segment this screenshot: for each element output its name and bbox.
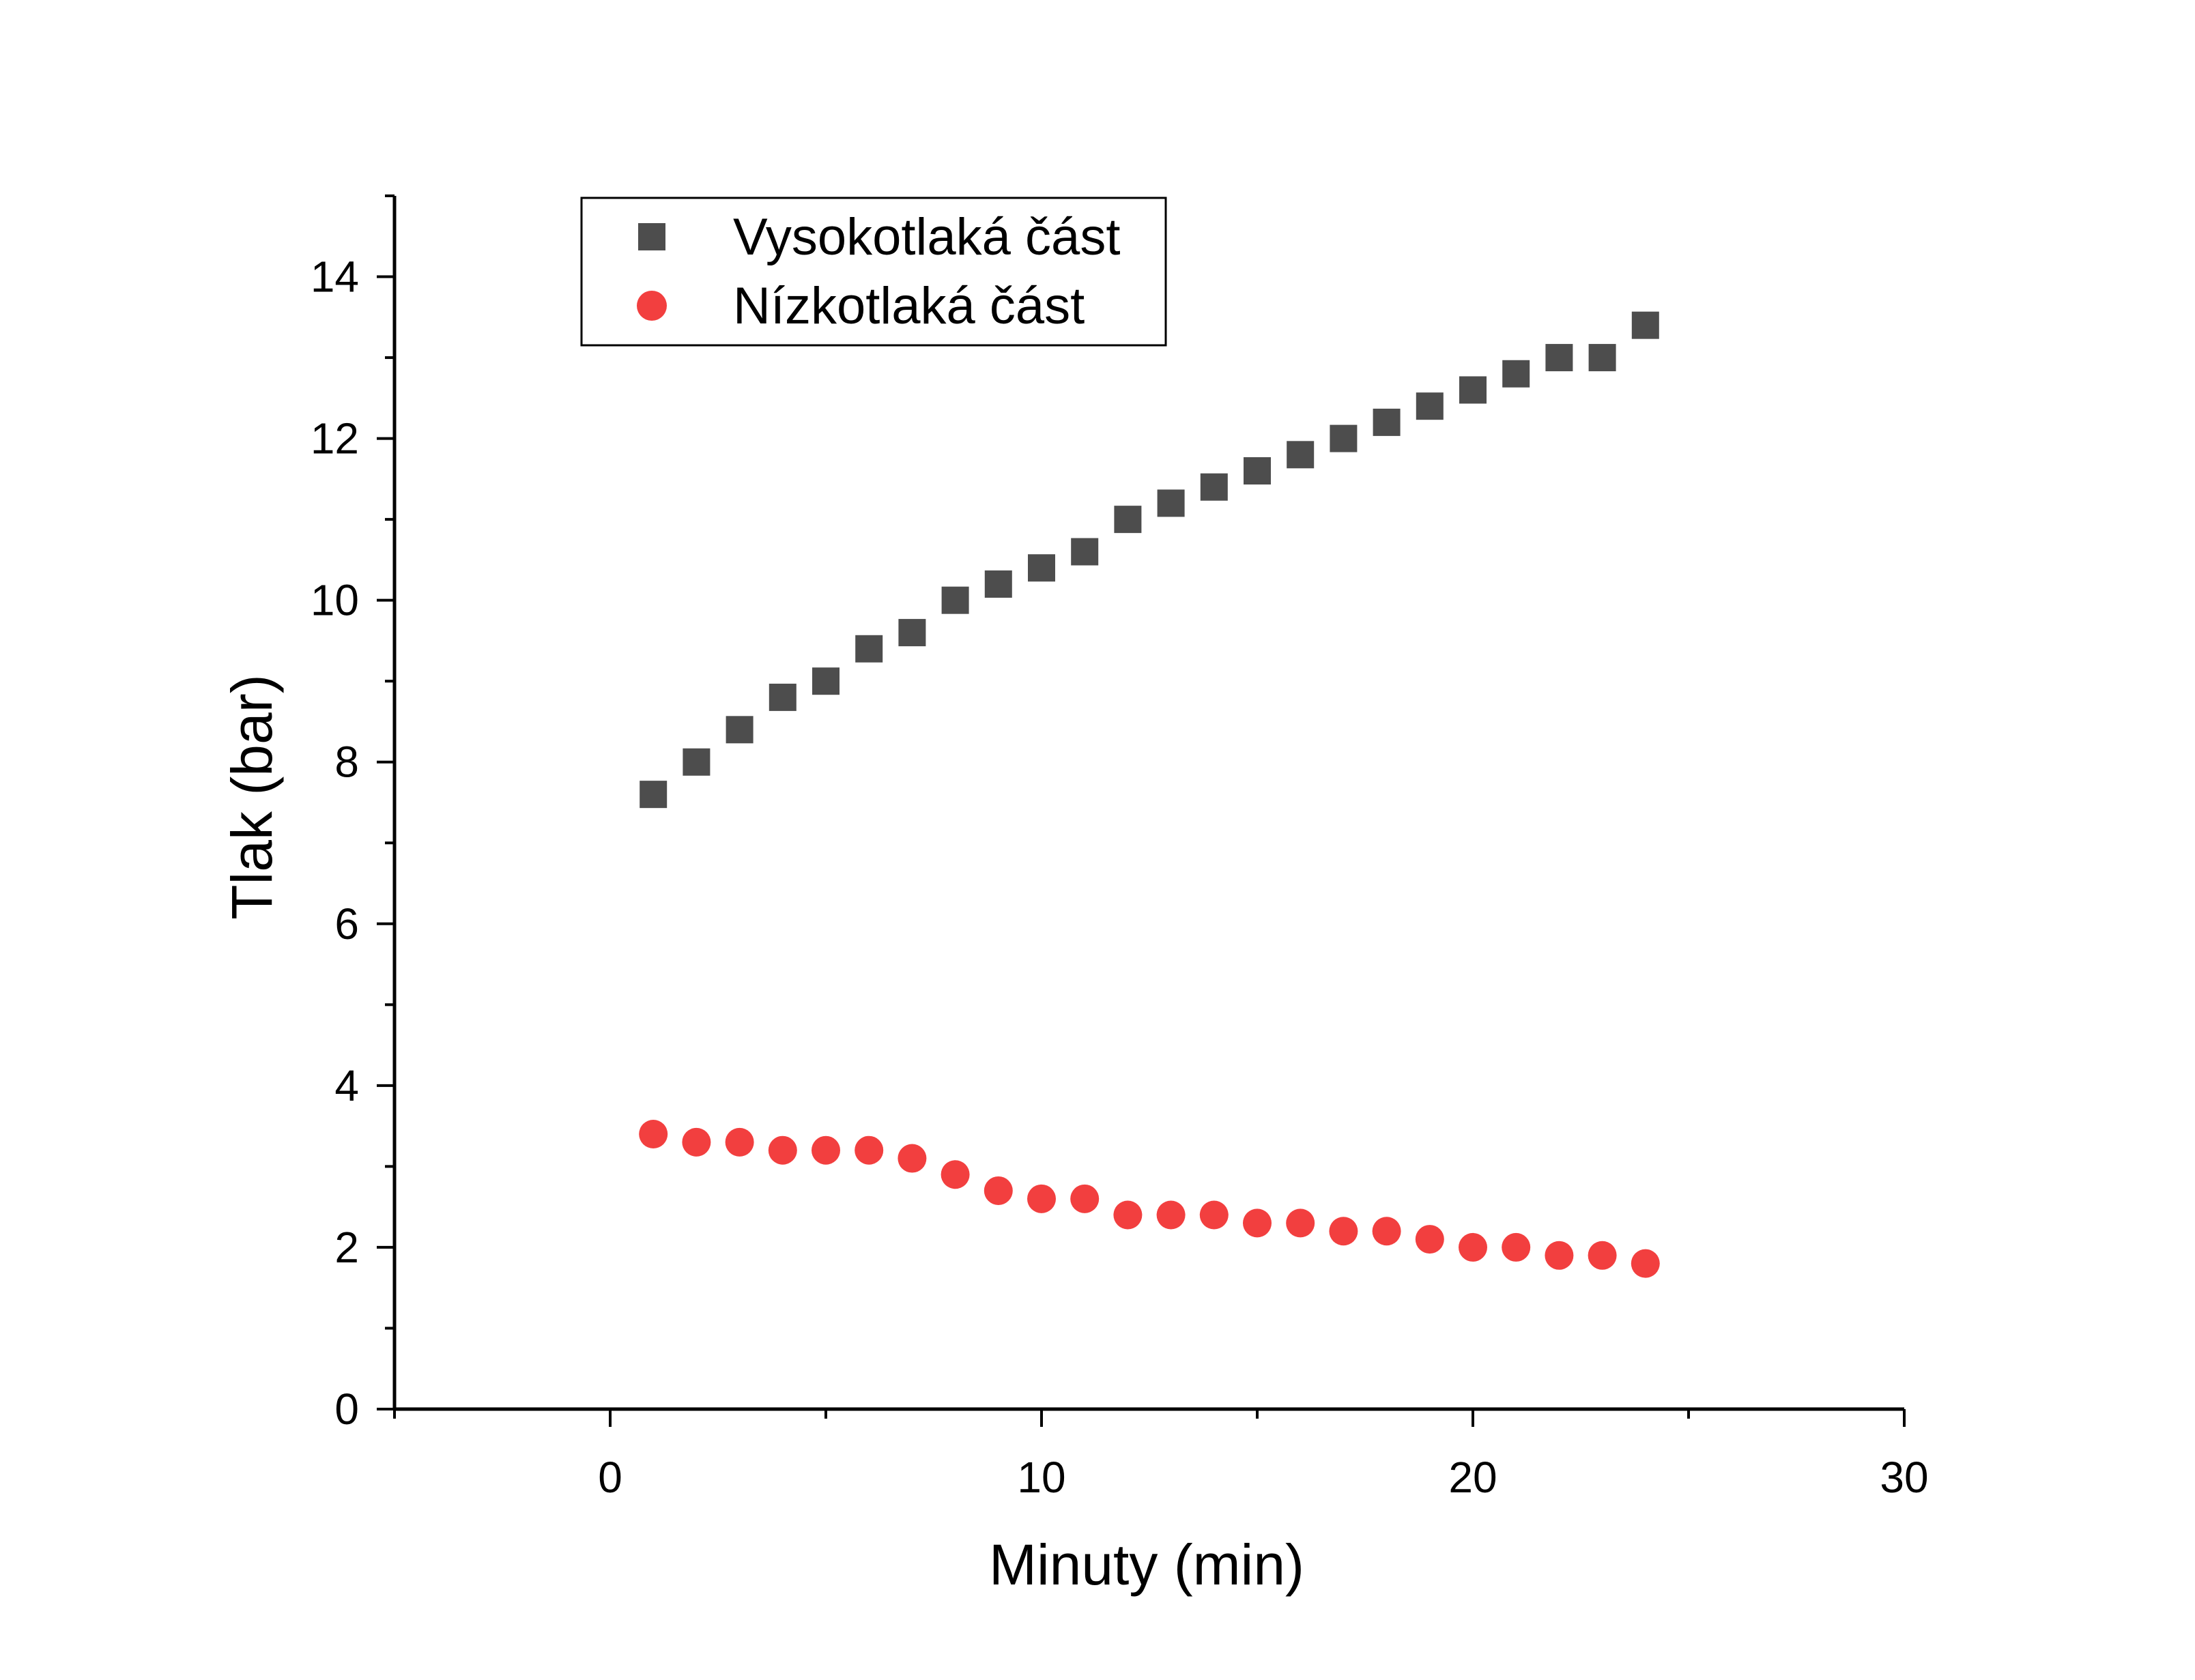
data-point-square [1200,473,1228,501]
x-tick-label: 0 [598,1453,622,1502]
data-point-square [683,748,711,776]
data-point-square [640,781,668,809]
data-point-square [941,586,969,614]
y-axis-title: Tlak (bar) [220,674,284,919]
data-point-circle [1113,1200,1143,1230]
data-points [639,311,1660,1278]
data-point-circle [855,1135,884,1165]
y-tick-label: 6 [334,899,359,948]
data-point-square [1157,489,1185,517]
data-point-circle [1243,1208,1272,1238]
x-tick-label: 20 [1448,1453,1497,1502]
axes [392,196,1904,1411]
x-tick-label: 10 [1017,1453,1065,1502]
legend-label-vysokotlaka: Vysokotlaká část [733,208,1120,266]
data-point-circle [1156,1200,1186,1230]
data-point-circle [1502,1232,1531,1262]
data-point-circle [1199,1200,1229,1230]
legend-label-nizkotlaka: Nízkotlaká část [733,277,1085,335]
data-point-square [1631,311,1659,339]
data-point-square [1028,554,1055,582]
data-point-square [1071,538,1099,566]
data-point-square [1244,457,1271,485]
y-tick-label: 10 [311,576,359,625]
data-point-circle [1415,1225,1444,1254]
data-point-circle [1459,1232,1487,1262]
data-point-square [1330,424,1358,452]
y-tick-label: 8 [334,738,359,787]
data-point-square [812,667,840,695]
legend-box [580,197,1167,347]
data-point-square [1545,344,1573,372]
data-point-square [898,619,926,647]
y-tick-label: 4 [334,1061,359,1110]
x-axis-title: Minuty (min) [989,1533,1304,1597]
data-point-square [1416,392,1444,420]
data-point-circle [1631,1249,1660,1278]
data-point-square [726,716,754,744]
y-tick-label: 14 [311,252,359,302]
data-point-square [1287,441,1315,469]
data-point-circle [1286,1208,1315,1238]
legend-marker-square [638,223,665,250]
legend-marker-circle [637,291,667,321]
ticks: 0 2 4 6 8 10 12 14 0 10 20 30 [311,194,1929,1502]
data-point-circle [1372,1217,1401,1246]
y-tick-label: 0 [334,1385,359,1434]
data-point-circle [1545,1241,1574,1270]
data-point-circle [984,1176,1013,1205]
data-point-square [1502,360,1530,388]
data-point-circle [725,1127,754,1157]
data-point-circle [1070,1184,1100,1213]
y-tick-label: 12 [311,414,359,463]
data-point-circle [1588,1241,1617,1270]
data-point-circle [768,1135,797,1165]
data-point-circle [1027,1184,1056,1213]
data-point-circle [812,1135,840,1165]
data-point-square [855,635,883,663]
data-point-square [984,570,1012,598]
data-point-circle [941,1160,970,1189]
data-point-square [769,683,797,711]
data-point-circle [639,1119,668,1148]
data-point-square [1373,408,1401,436]
data-point-circle [682,1127,711,1157]
data-point-square [1114,506,1142,534]
data-point-square [1459,376,1487,404]
legend: Vysokotlaká část Nízkotlaká část [580,197,1167,347]
data-point-circle [1329,1217,1358,1246]
data-point-circle [898,1144,927,1173]
x-tick-label: 30 [1880,1453,1928,1502]
y-tick-label: 2 [334,1223,359,1272]
data-point-square [1588,344,1616,372]
